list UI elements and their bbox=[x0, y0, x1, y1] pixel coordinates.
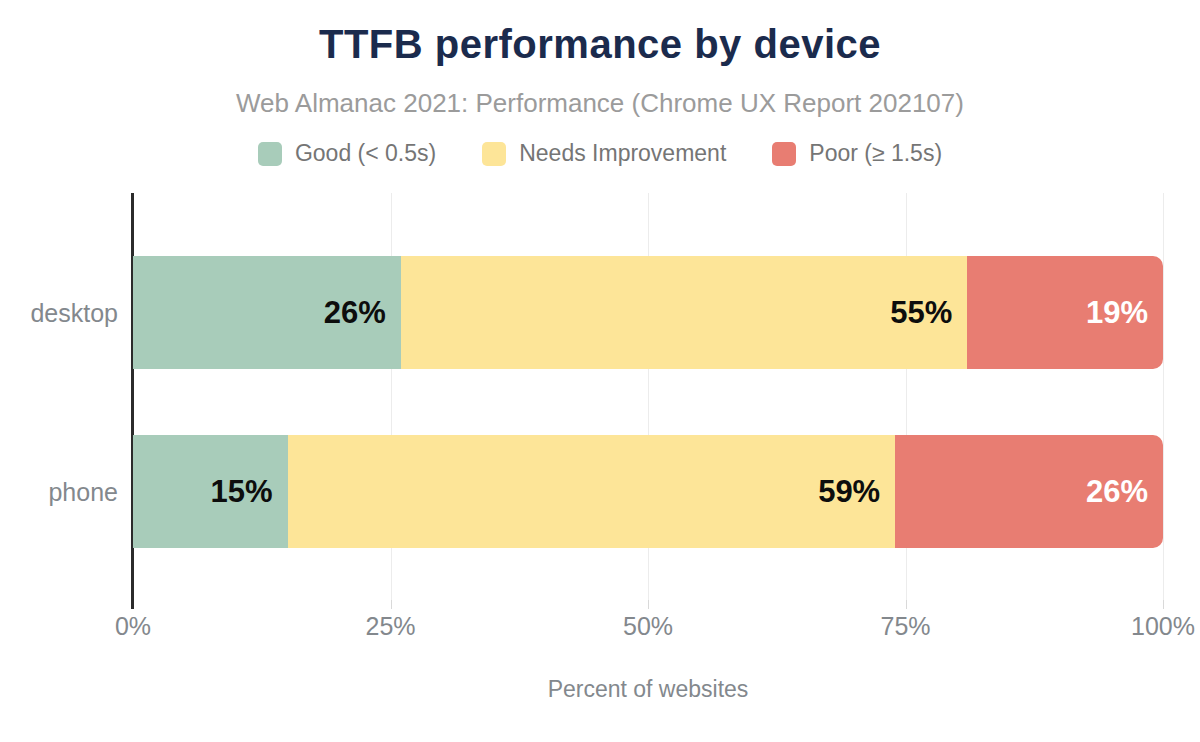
ttfb-performance-chart: TTFB performance by device Web Almanac 2… bbox=[0, 0, 1200, 742]
legend-label: Needs Improvement bbox=[519, 140, 726, 167]
y-axis-label-phone: phone bbox=[0, 477, 118, 507]
legend-item: Good (< 0.5s) bbox=[258, 140, 436, 167]
bar-segment-phone-3: 26% bbox=[895, 435, 1163, 548]
bar-segment-phone-2: 59% bbox=[288, 435, 896, 548]
legend-label: Poor (≥ 1.5s) bbox=[809, 140, 942, 167]
bar-value-label: 55% bbox=[890, 295, 952, 331]
gridline bbox=[1163, 193, 1164, 600]
legend: Good (< 0.5s) Needs Improvement Poor (≥ 1.… bbox=[0, 140, 1200, 167]
bar-row-desktop: 26% 55% 19% bbox=[133, 256, 1163, 369]
legend-item: Poor (≥ 1.5s) bbox=[772, 140, 942, 167]
legend-swatch-icon bbox=[772, 142, 796, 166]
x-tick-label: 0% bbox=[115, 612, 151, 641]
bar-segment-desktop-2: 55% bbox=[401, 256, 968, 369]
x-tick-label: 75% bbox=[880, 612, 930, 641]
axis-tick bbox=[391, 600, 392, 609]
x-tick-label: 50% bbox=[623, 612, 673, 641]
bar-value-label: 26% bbox=[324, 295, 386, 331]
x-axis-title: Percent of websites bbox=[133, 676, 1163, 703]
bar-value-label: 26% bbox=[1086, 474, 1148, 510]
plot-area: 26% 55% 19% 15% 59% 26% bbox=[133, 193, 1163, 600]
chart-title: TTFB performance by device bbox=[0, 22, 1200, 67]
bar-segment-desktop-1: 26% bbox=[133, 256, 401, 369]
axis-tick bbox=[648, 600, 649, 609]
legend-label: Good (< 0.5s) bbox=[295, 140, 436, 167]
bar-row-phone: 15% 59% 26% bbox=[133, 435, 1163, 548]
x-tick-label: 100% bbox=[1131, 612, 1195, 641]
bar-segment-phone-1: 15% bbox=[133, 435, 288, 548]
bar-segment-desktop-3: 19% bbox=[967, 256, 1163, 369]
chart-subtitle: Web Almanac 2021: Performance (Chrome UX… bbox=[0, 88, 1200, 119]
bar-value-label: 15% bbox=[210, 474, 272, 510]
axis-tick bbox=[906, 600, 907, 609]
legend-swatch-icon bbox=[482, 142, 506, 166]
bar-value-label: 19% bbox=[1086, 295, 1148, 331]
legend-item: Needs Improvement bbox=[482, 140, 726, 167]
bar-value-label: 59% bbox=[818, 474, 880, 510]
y-axis-label-desktop: desktop bbox=[0, 298, 118, 328]
legend-swatch-icon bbox=[258, 142, 282, 166]
x-tick-label: 25% bbox=[365, 612, 415, 641]
axis-tick bbox=[1163, 600, 1164, 609]
